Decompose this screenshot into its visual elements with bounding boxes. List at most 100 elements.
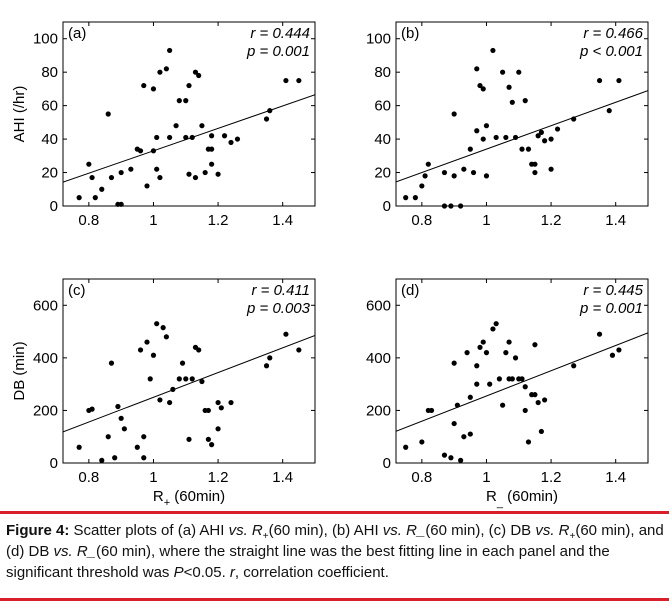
caption-subscript: + [569, 531, 576, 542]
panel-label: (b) [401, 25, 419, 42]
data-point [267, 355, 273, 361]
data-point [196, 347, 202, 353]
data-point [419, 439, 425, 445]
data-point [451, 360, 457, 366]
data-point [596, 77, 603, 84]
panel-label: (d) [401, 282, 419, 299]
data-point [150, 352, 157, 358]
caption-text: (60 min), (b) AHI [268, 522, 383, 539]
data-point [137, 347, 144, 353]
data-point [76, 195, 82, 201]
data-point [474, 66, 480, 72]
data-point [606, 108, 612, 114]
x-axis-label: R_ (60min) [486, 488, 558, 509]
data-point [157, 174, 163, 181]
caption-vs: vs. R [228, 522, 263, 539]
data-point [183, 376, 189, 382]
data-point [137, 148, 144, 154]
y-tick-label: 400 [33, 350, 58, 367]
data-point [228, 139, 234, 146]
y-tick-label: 0 [383, 198, 391, 215]
data-point [154, 321, 160, 327]
data-point [532, 161, 538, 167]
data-point [218, 405, 224, 411]
data-point [105, 434, 111, 440]
data-point [296, 347, 302, 353]
data-point [144, 183, 150, 189]
y-tick-label: 600 [366, 297, 391, 314]
data-point [464, 350, 470, 356]
data-point [234, 136, 241, 142]
data-point [503, 134, 509, 141]
x-tick-label: 1 [482, 212, 490, 229]
data-point [525, 146, 532, 152]
data-point [209, 161, 215, 167]
data-point [215, 171, 221, 177]
y-tick-label: 60 [41, 98, 58, 115]
data-point [186, 82, 192, 89]
data-point [167, 399, 173, 406]
data-point [141, 82, 147, 89]
data-point [422, 173, 428, 179]
data-point [118, 169, 124, 176]
x-axis-label-subscript: + [164, 497, 170, 509]
data-point [474, 381, 480, 387]
data-point [512, 134, 519, 141]
data-point [92, 195, 98, 201]
y-axis-label: DB (min) [11, 341, 28, 400]
caption-vs: vs. R [535, 522, 570, 539]
data-point [538, 428, 544, 435]
p-value: p = 0.001 [579, 300, 643, 317]
data-point [176, 98, 182, 104]
data-point [483, 173, 490, 179]
caption-vs: vs. R_ [382, 522, 426, 539]
x-tick-label: 0.8 [78, 212, 99, 229]
data-point [519, 146, 525, 152]
caption-p-symbol: P [173, 564, 184, 581]
data-point [167, 47, 173, 54]
data-point [76, 444, 82, 450]
x-tick-label: 1.2 [208, 212, 229, 229]
y-tick-label: 0 [383, 455, 391, 472]
correlation-r: r = 0.445 [583, 282, 643, 299]
data-point [157, 397, 163, 403]
data-point [490, 326, 496, 332]
data-point [263, 116, 270, 122]
plot-frame [62, 21, 316, 207]
data-point [419, 183, 425, 189]
y-tick-label: 20 [374, 165, 391, 182]
caption-text: <0.05. [183, 564, 230, 581]
data-point [503, 350, 509, 356]
data-point [616, 77, 622, 84]
y-tick-label: 600 [33, 297, 58, 314]
caption-figure-number: Figure 4: [6, 522, 70, 539]
data-point [496, 376, 502, 382]
data-point [403, 444, 409, 450]
data-point [451, 420, 457, 427]
data-point [163, 334, 169, 340]
data-point [493, 321, 499, 327]
caption-text: (60 min), and (d) DB [6, 522, 664, 560]
caption-subscript: + [262, 531, 269, 542]
data-point [571, 116, 577, 122]
data-point [522, 407, 528, 414]
data-point [500, 69, 506, 75]
data-point [205, 436, 211, 442]
panel-label: (c) [68, 282, 86, 299]
data-point [209, 146, 215, 152]
data-point [215, 399, 221, 406]
x-tick-label: 1.2 [541, 469, 562, 486]
x-tick-label: 1.4 [272, 469, 293, 486]
data-point [144, 339, 150, 345]
x-tick-label: 1.2 [208, 469, 229, 486]
regression-line [63, 94, 315, 183]
data-point [108, 360, 115, 366]
y-tick-label: 400 [366, 350, 391, 367]
data-point [522, 98, 528, 104]
x-tick-label: 1 [149, 469, 157, 486]
x-tick-label: 1.4 [605, 212, 626, 229]
x-tick-label: 0.8 [78, 469, 99, 486]
data-point [173, 123, 179, 129]
